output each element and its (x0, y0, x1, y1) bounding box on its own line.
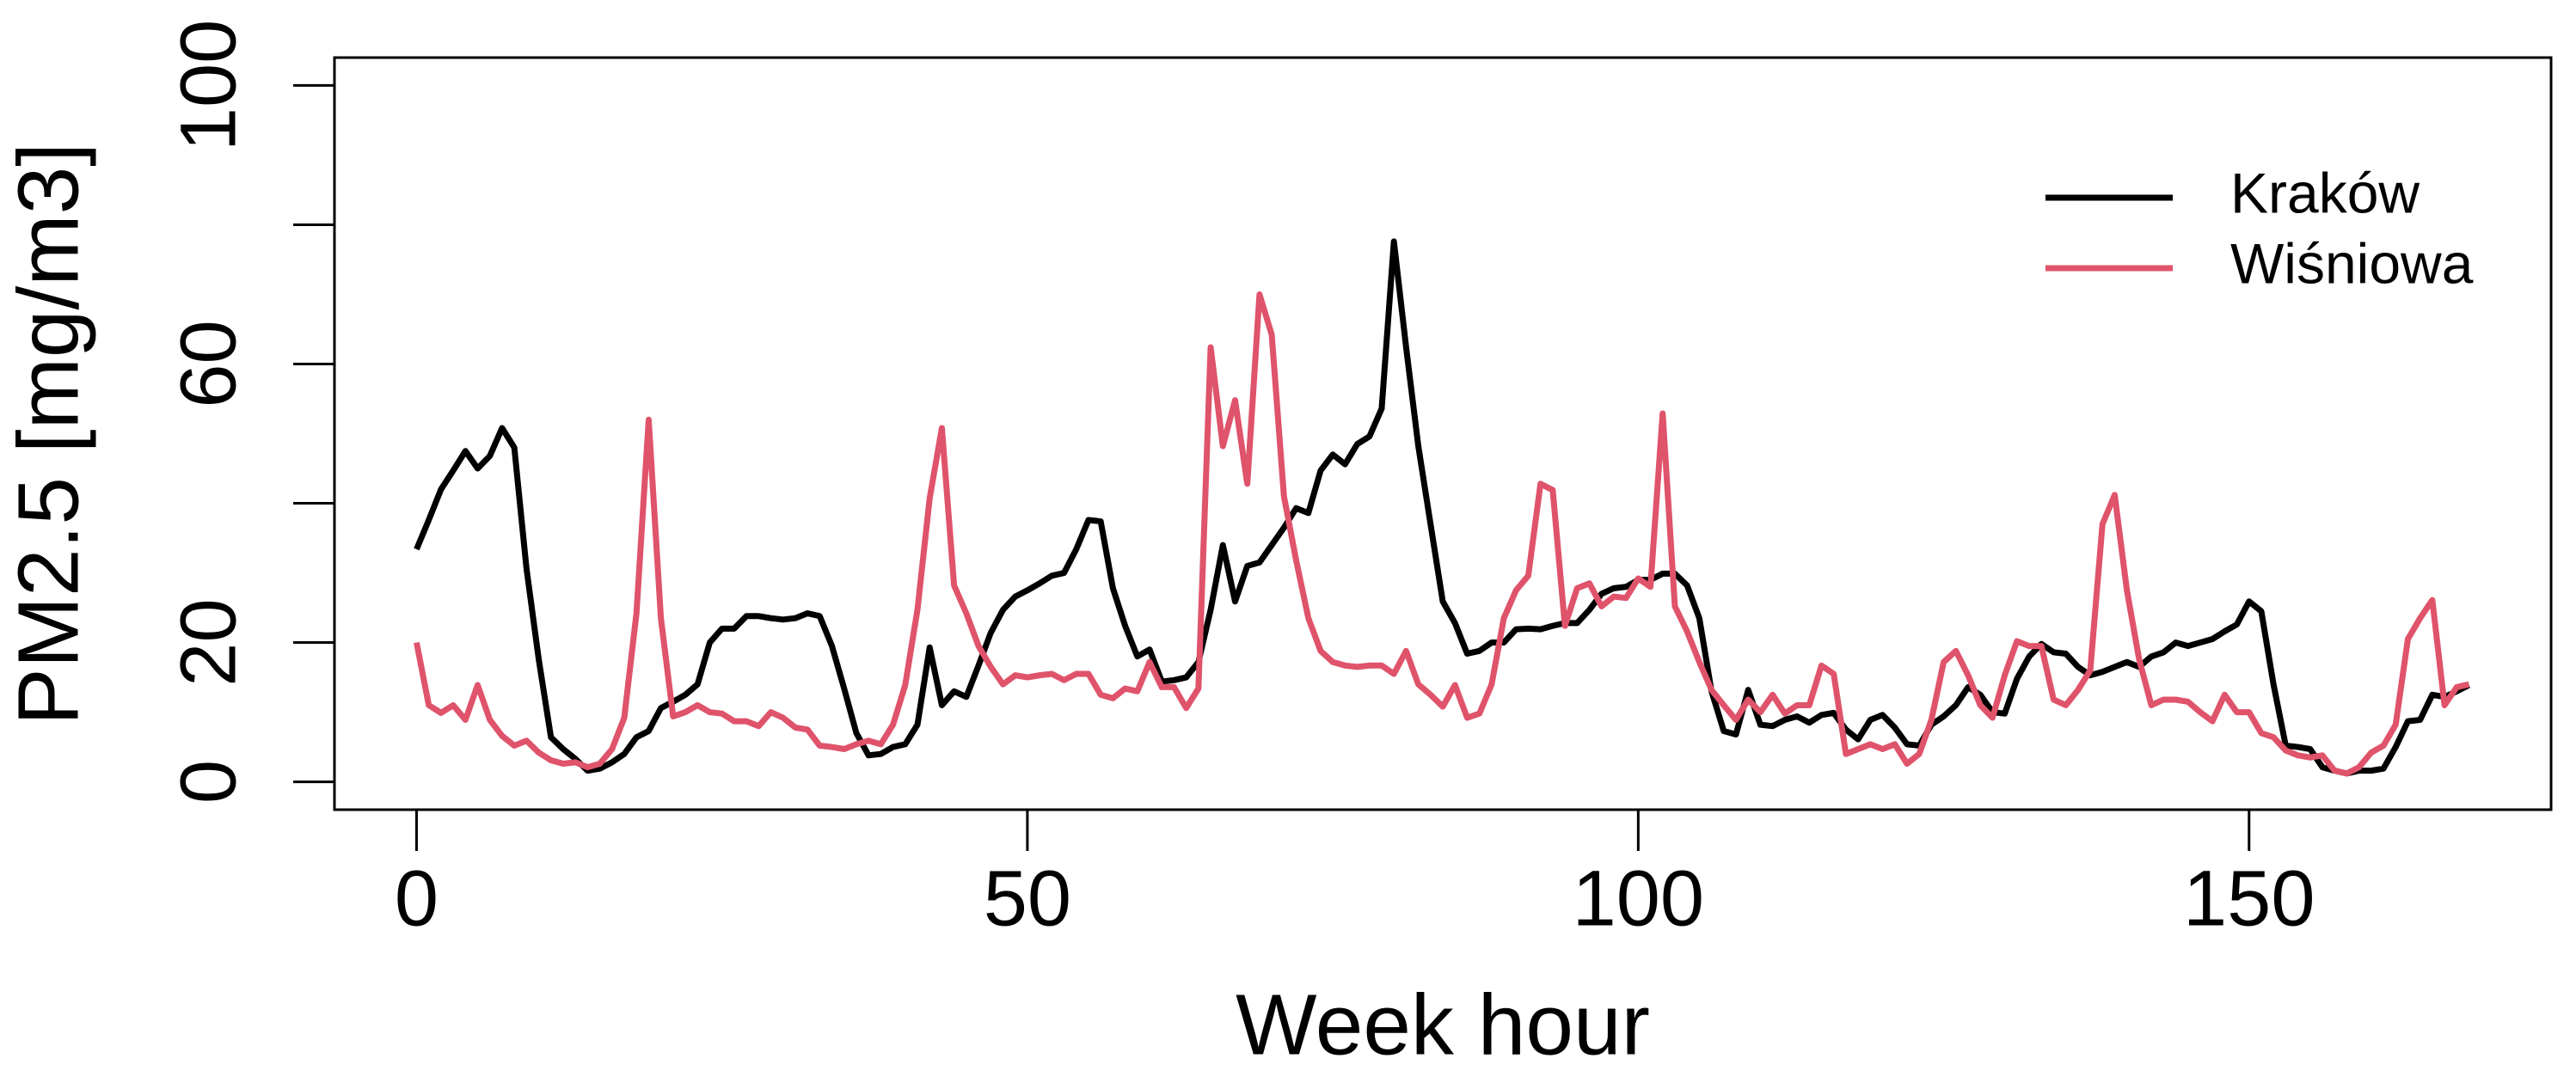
x-tick-label: 150 (2183, 854, 2315, 942)
x-tick-label: 100 (1573, 854, 1705, 942)
y-tick-label: 20 (164, 598, 252, 686)
legend-label: Wiśniowa (2230, 231, 2474, 295)
x-axis-title: Week hour (1236, 976, 1650, 1073)
plot-box (333, 56, 2553, 811)
series-line (414, 238, 2471, 777)
y-axis-title: PM2.5 [mg/m3] (0, 143, 96, 725)
y-tick-label: 60 (164, 320, 252, 407)
legend-label: Kraków (2230, 161, 2420, 224)
y-tick-label: 0 (164, 760, 252, 804)
x-tick-label: 50 (984, 854, 1071, 942)
y-tick-label: 100 (164, 20, 252, 152)
x-tick-label: 0 (395, 854, 439, 942)
series-line (414, 291, 2470, 777)
